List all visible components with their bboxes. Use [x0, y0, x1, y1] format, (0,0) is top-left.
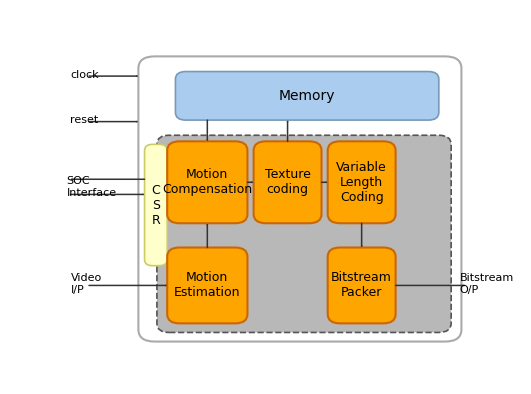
Text: Bitstream
O/P: Bitstream O/P: [459, 273, 513, 295]
FancyBboxPatch shape: [167, 141, 247, 223]
Text: Texture
coding: Texture coding: [264, 168, 311, 196]
FancyBboxPatch shape: [157, 135, 451, 333]
Text: reset: reset: [71, 115, 99, 125]
FancyBboxPatch shape: [144, 144, 167, 266]
Text: Motion
Estimation: Motion Estimation: [174, 271, 241, 299]
FancyBboxPatch shape: [328, 247, 396, 323]
FancyBboxPatch shape: [254, 141, 322, 223]
FancyBboxPatch shape: [139, 56, 461, 342]
Text: clock: clock: [71, 70, 99, 80]
Text: Bitstream
Packer: Bitstream Packer: [331, 271, 392, 299]
Text: Video
I/P: Video I/P: [71, 273, 102, 295]
FancyBboxPatch shape: [328, 141, 396, 223]
FancyBboxPatch shape: [175, 72, 439, 120]
Text: SOC
Interface: SOC Interface: [66, 176, 116, 198]
FancyBboxPatch shape: [167, 247, 247, 323]
Text: Motion
Compensation: Motion Compensation: [162, 168, 252, 196]
Text: C
S
R: C S R: [151, 184, 160, 227]
Text: Memory: Memory: [279, 89, 336, 103]
Text: Variable
Length
Coding: Variable Length Coding: [336, 161, 387, 204]
